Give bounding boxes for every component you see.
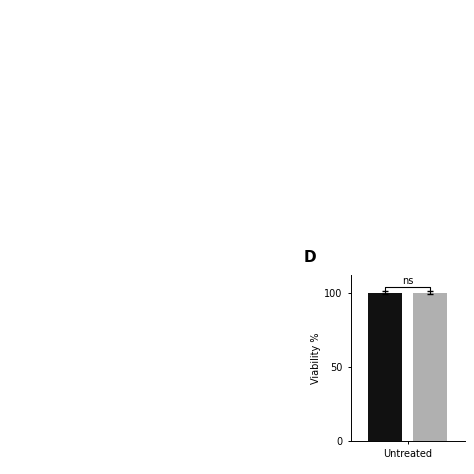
Text: ns: ns: [402, 276, 413, 286]
Bar: [413, 293, 447, 441]
Text: D: D: [303, 250, 316, 265]
Bar: [368, 293, 402, 441]
Y-axis label: Viability %: Viability %: [311, 332, 321, 383]
